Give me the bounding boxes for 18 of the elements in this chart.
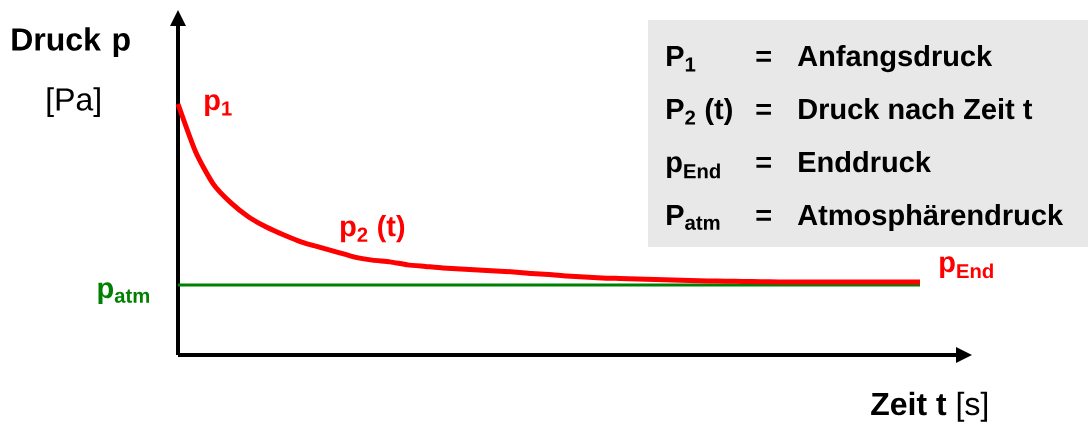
text: Anfangsdruck [797,44,993,73]
text: p$_{End}$ [940,256,993,279]
annotation: Atmosphärendruck [797,203,1064,232]
annotation: = [756,103,771,115]
y-axis-title: Druck p [Pa] [12,27,130,118]
x-axis-title: Zeit t [s] [871,391,988,422]
annotation: p$_{End}$ [667,156,720,179]
annotation: P$_{2}$ (t) [667,97,732,126]
annotation: p$_{1}$ [205,94,232,117]
annotation: = [756,156,771,168]
text: = [756,50,771,62]
text: P$_{1}$ [667,46,696,72]
annotation: P$_{atm}$ [667,205,720,230]
ref-line-label: p$_{atm}$ [98,282,150,304]
series-label: p$_{2}$ (t) [340,215,405,243]
annotation: Enddruck [799,150,931,173]
annotation: = [756,209,771,221]
annotation: Druck nach Zeit t [799,97,1033,120]
